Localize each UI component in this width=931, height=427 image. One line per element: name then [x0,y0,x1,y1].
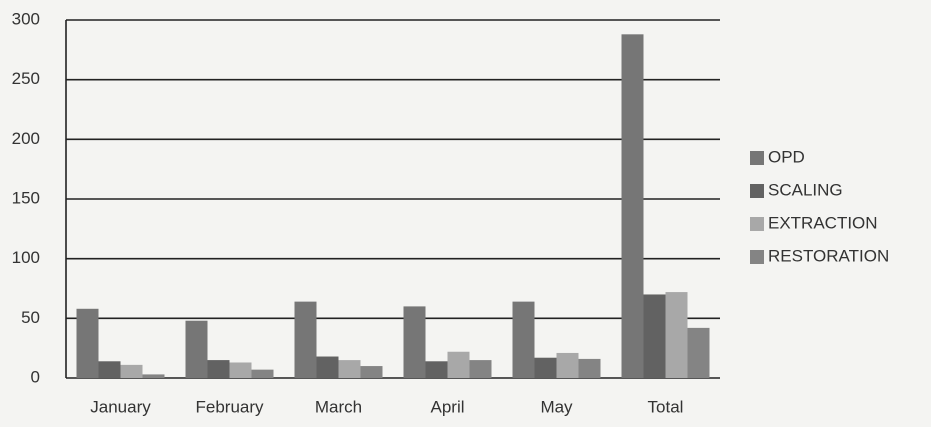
legend-swatch [750,151,764,165]
bar [251,369,274,378]
bar [229,362,252,378]
legend-swatch [750,217,764,231]
bar [360,366,383,378]
bar [98,361,121,378]
y-tick-label: 0 [31,367,40,386]
bar [534,357,557,378]
bar [142,374,165,378]
bar [185,320,208,378]
x-tick-label: Total [648,397,684,416]
y-tick-label: 50 [21,308,40,327]
bar [294,301,317,378]
legend-label: SCALING [768,180,843,199]
x-tick-label: March [315,397,362,416]
bar [556,352,579,378]
x-tick-label: February [195,397,264,416]
bar [643,294,666,378]
legend-label: OPD [768,147,805,166]
bar [120,364,143,378]
x-tick-label: May [540,397,573,416]
bar [338,360,361,378]
bar [687,327,710,378]
bar [621,34,644,378]
legend-label: EXTRACTION [768,213,878,232]
bar [665,292,688,378]
y-tick-label: 150 [12,188,40,207]
bar [578,358,601,378]
bar [512,301,535,378]
y-tick-label: 100 [12,248,40,267]
y-tick-label: 250 [12,69,40,88]
y-tick-label: 300 [12,9,40,28]
x-tick-label: April [430,397,464,416]
bar [425,361,448,378]
legend-label: RESTORATION [768,246,889,265]
bar [403,306,426,378]
bar [447,351,470,378]
legend-swatch [750,184,764,198]
legend-swatch [750,250,764,264]
bar [76,308,99,378]
y-tick-label: 200 [12,129,40,148]
bar [207,360,230,378]
x-tick-label: January [90,397,151,416]
bar [469,360,492,378]
bar [316,356,339,378]
